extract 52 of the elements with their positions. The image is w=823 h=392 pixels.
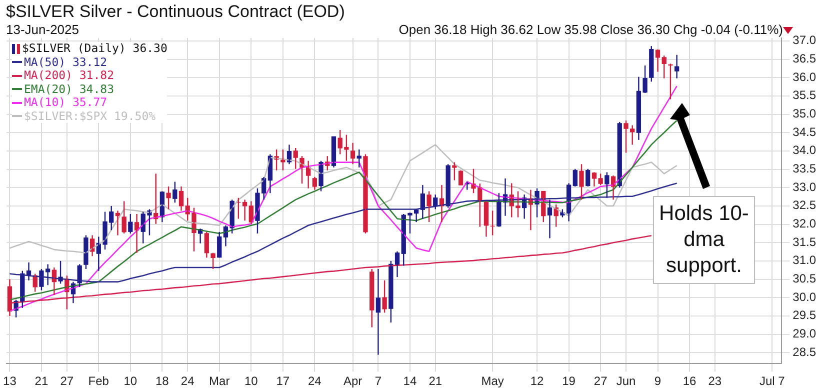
x-tick-label: May [481, 374, 504, 388]
x-tick-label: 7 [374, 374, 382, 388]
y-tick-label: 34.0 [792, 143, 816, 158]
legend-label: MA(50) 33.12 [24, 54, 108, 68]
chart-title: $SILVER Silver - Continuous Contract (EOD) [6, 2, 345, 22]
x-tick-label: 13 [3, 374, 17, 388]
annotation: Holds 10-dma support. [653, 196, 755, 284]
x-tick-label: 14 [403, 374, 417, 388]
x-tick-label: 16 [682, 374, 697, 388]
x-tick-label: 17 [276, 374, 290, 388]
y-tick-label: 33.0 [792, 180, 816, 194]
y-tick-label: 35.0 [792, 106, 816, 121]
x-tick-label: 10 [244, 374, 258, 388]
x-tick-label: 24 [180, 374, 195, 388]
y-tick-label: 34.5 [792, 124, 816, 139]
chart-subtitle: 13-Jun-2025 [6, 22, 79, 37]
x-tick-label: 21 [428, 374, 442, 388]
y-tick-label: 36.0 [792, 70, 816, 84]
y-tick-label: 33.5 [792, 162, 816, 176]
x-tick-label: 23 [708, 374, 722, 388]
y-tick-label: 30.0 [792, 290, 816, 304]
y-tick-label: 37.0 [792, 33, 816, 48]
x-tick-label: 24 [308, 374, 322, 388]
x-tick-label: 27 [594, 374, 608, 388]
legend-label: EMA(20) 34.83 [24, 82, 114, 96]
y-tick-label: 31.5 [792, 234, 816, 249]
x-tick-label: 10 [124, 374, 138, 388]
x-tick-label: Jun [616, 374, 636, 388]
x-tick-label: 27 [60, 374, 74, 388]
y-tick-label: 31.0 [792, 253, 816, 268]
legend-label: MA(200) 31.82 [24, 68, 114, 82]
x-tick-label: 18 [156, 374, 170, 388]
y-tick-label: 32.0 [792, 216, 816, 231]
x-tick-label: Feb [88, 374, 110, 388]
text: Open 36.18 High 36.62 Low 35.98 Close 36.30 Chg -0.04 (-0.11%) [398, 22, 783, 37]
x-tick-label: 19 [562, 374, 576, 388]
x-tick-label: Jul 7 [759, 374, 786, 388]
legend-label: $SILVER (Daily) 36.30 [22, 41, 168, 55]
x-tick-label: 9 [654, 374, 662, 388]
y-tick-label: 36.5 [792, 52, 816, 66]
x-tick-label: Mar [209, 374, 230, 388]
legend-label: $SILVER:$SPX 19.50% [24, 108, 156, 122]
y-tick-label: 30.5 [792, 272, 816, 286]
x-tick-label: 21 [34, 374, 48, 388]
y-tick-label: 35.5 [792, 88, 816, 102]
y-tick-label: 29.5 [792, 308, 816, 322]
x-tick-label: Apr [343, 374, 362, 388]
y-tick-label: 28.5 [792, 344, 816, 359]
y-tick-label: 29.0 [792, 326, 816, 341]
y-tick-label: 32.5 [792, 198, 816, 212]
x-tick-label: 12 [530, 374, 544, 388]
legend-label: MA(10) 35.77 [24, 95, 108, 109]
